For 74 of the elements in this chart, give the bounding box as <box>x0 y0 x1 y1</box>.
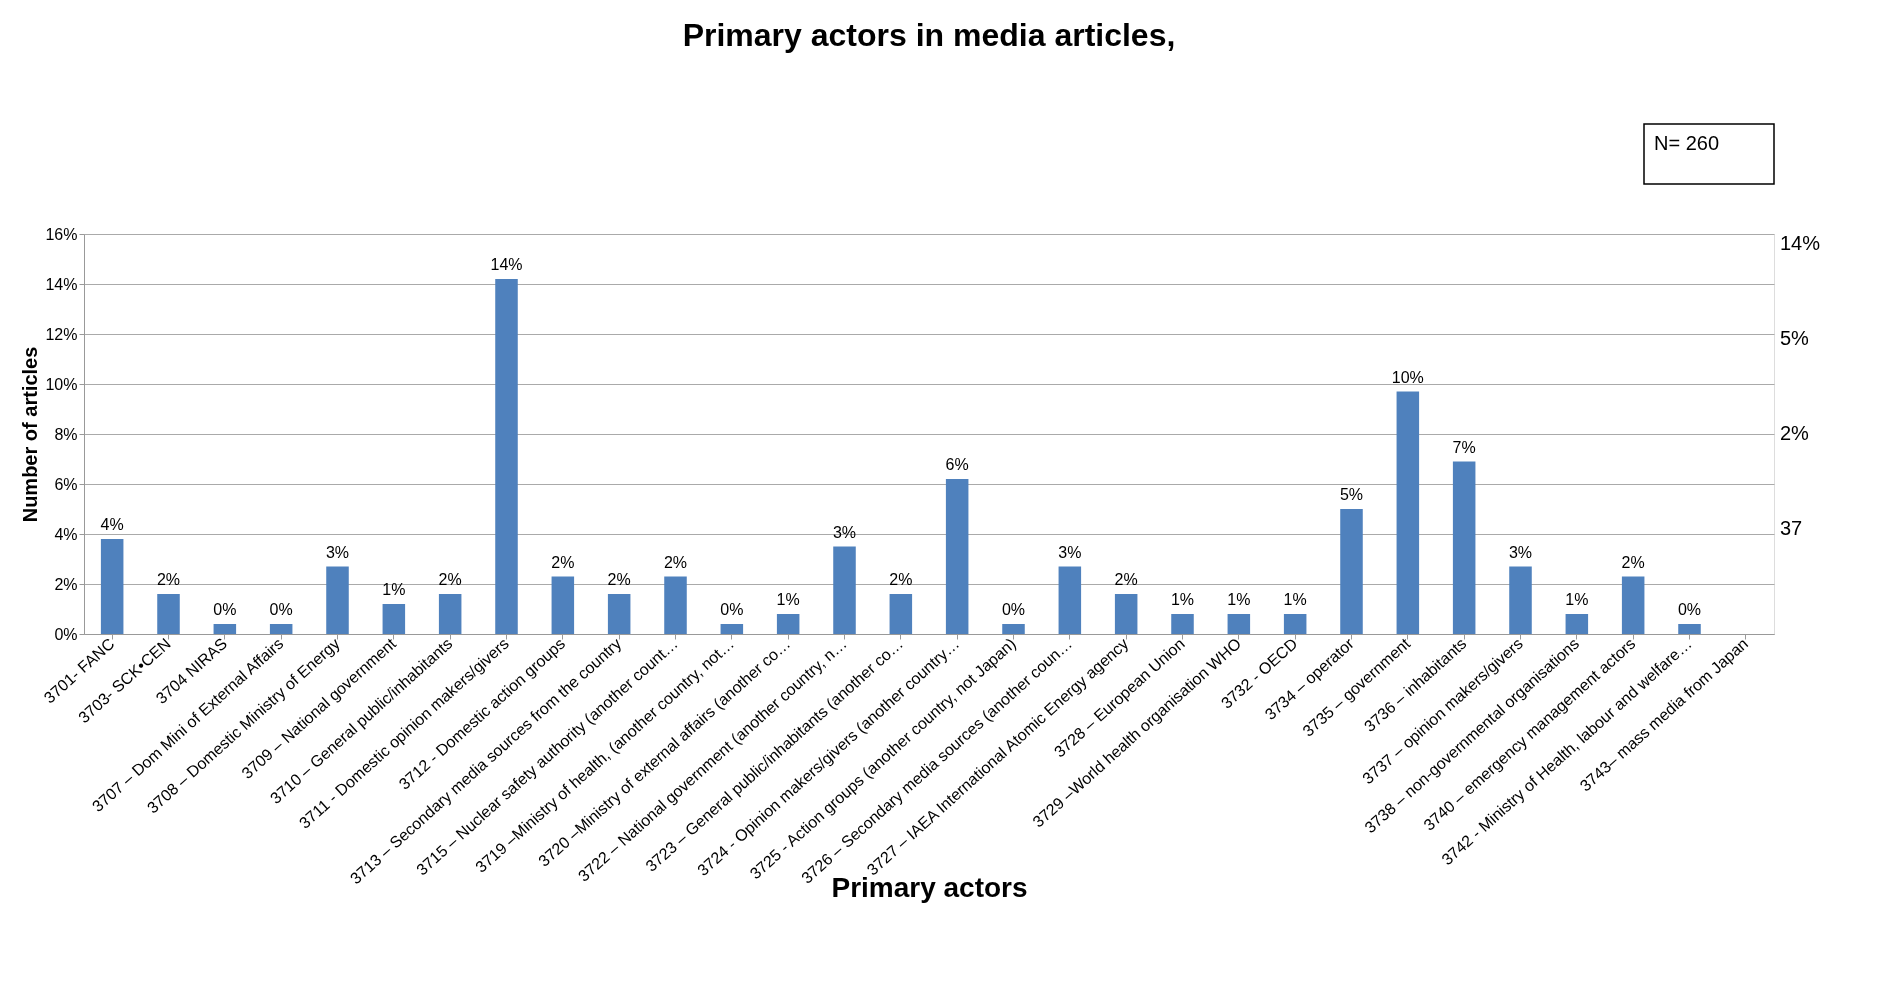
y-axis-title: Number of articles <box>19 346 42 523</box>
data-label: 1% <box>1565 591 1589 608</box>
y-tick-label: 16% <box>45 225 78 243</box>
data-label: 2% <box>1114 571 1138 588</box>
data-label: 14% <box>490 256 523 273</box>
y-tick-label: 12% <box>45 325 78 343</box>
y-tick-label: 14% <box>45 275 78 293</box>
data-label: 3% <box>832 523 857 541</box>
text: 5% <box>1780 327 1810 349</box>
bar <box>269 624 293 634</box>
data-label: 1% <box>382 581 406 598</box>
bar <box>382 604 406 634</box>
data-label: 2% <box>551 553 575 571</box>
data-label: 2% <box>1621 553 1645 571</box>
y-tick-label: 0% <box>54 625 78 643</box>
data-label: 10% <box>1391 368 1424 386</box>
bar <box>1452 461 1476 634</box>
y-tick-label: 10% <box>45 375 78 393</box>
text: N= 260 <box>1654 132 1720 154</box>
bar <box>1678 624 1701 634</box>
bar <box>1565 614 1589 634</box>
data-label: 0% <box>1001 601 1026 618</box>
data-label: 2% <box>607 571 631 588</box>
bar <box>213 624 237 634</box>
data-label: 0% <box>720 601 744 618</box>
text: 37 <box>1780 517 1803 539</box>
data-label: 3% <box>1058 543 1082 561</box>
bar <box>1283 614 1307 634</box>
data-label: 1% <box>1170 591 1195 608</box>
bar <box>776 614 800 634</box>
bar <box>495 279 518 634</box>
data-label: 3% <box>1508 543 1533 561</box>
bar <box>1396 391 1420 634</box>
data-label: 2% <box>663 553 688 571</box>
bar <box>1509 566 1532 634</box>
text: 2% <box>1780 422 1810 444</box>
bar <box>1114 594 1138 634</box>
bar <box>100 539 124 634</box>
chart-title: Primary actors in media articles, <box>682 17 1176 54</box>
bar <box>1621 576 1645 634</box>
bar <box>1340 509 1363 634</box>
bar <box>157 594 180 634</box>
y-tick-label: 4% <box>54 525 78 543</box>
data-label: 2% <box>889 571 913 588</box>
bar <box>1058 566 1082 634</box>
data-label: 2% <box>156 571 181 588</box>
data-label: 4% <box>100 516 124 533</box>
data-label: 1% <box>776 591 800 608</box>
data-label: 3% <box>325 543 350 561</box>
y-tick-label: 8% <box>54 425 78 443</box>
data-label: 2% <box>438 571 462 588</box>
data-label: 0% <box>1677 601 1702 618</box>
data-label: 0% <box>213 601 237 618</box>
data-label: 7% <box>1452 438 1476 456</box>
bar <box>551 576 575 634</box>
bar <box>607 594 631 634</box>
bar <box>833 546 856 634</box>
bar <box>326 566 349 634</box>
data-label: 6% <box>945 456 969 473</box>
data-label: 5% <box>1339 486 1364 503</box>
bar <box>945 479 969 634</box>
text: 14% <box>1780 232 1821 254</box>
data-label: 1% <box>1283 591 1307 608</box>
bar <box>889 594 913 634</box>
data-label: 0% <box>269 601 293 618</box>
bar <box>720 624 744 634</box>
bar <box>438 594 462 634</box>
y-tick-label: 2% <box>54 575 78 593</box>
bar <box>1227 614 1251 634</box>
bar <box>664 576 687 634</box>
bar <box>1171 614 1194 634</box>
data-label: 1% <box>1227 591 1251 608</box>
bar <box>1002 624 1025 634</box>
y-tick-label: 6% <box>54 475 78 493</box>
